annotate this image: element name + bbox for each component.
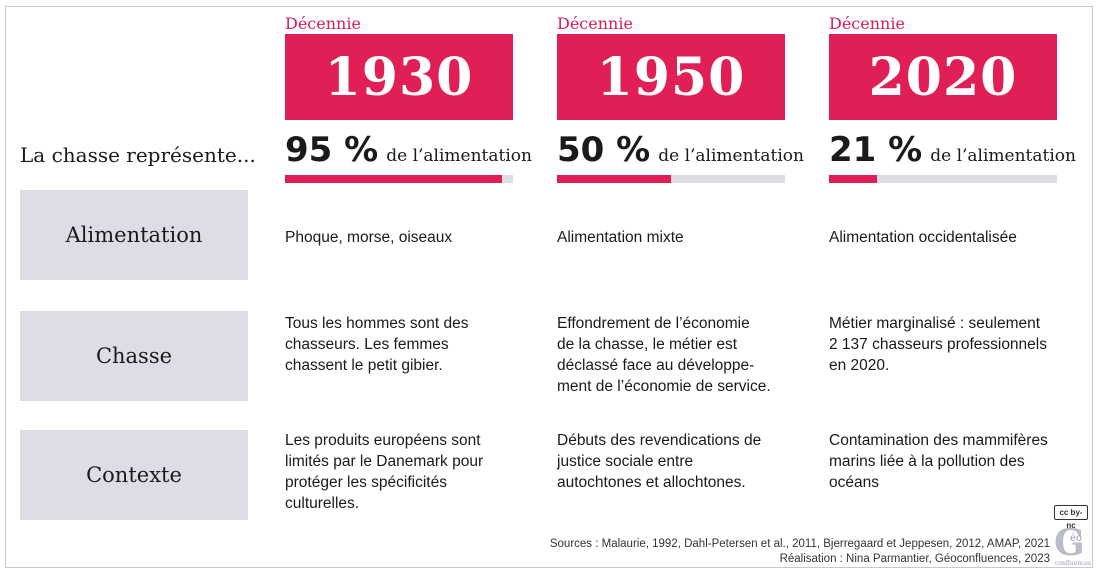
row-label-contexte: Contexte [20, 430, 248, 520]
cell-line: de la chasse, le métier est [557, 336, 738, 353]
hunting-share-bar-fill [557, 175, 671, 183]
decade-label: Décennie [829, 14, 905, 33]
geoconfluences-logo: G éo confluences [1054, 521, 1092, 567]
cell-alimentation-1930: Phoque, morse, oiseaux [285, 229, 453, 246]
cell-line: chassent le petit gibier. [285, 357, 443, 374]
cell-contexte-1930: Les produits européens sont limités par … [285, 430, 525, 514]
cell-alimentation-1950: Alimentation mixte [557, 229, 684, 246]
hunting-share-bar [285, 175, 513, 183]
decade-year-box: 2020 [829, 34, 1057, 120]
cell-line: autochtones et allochtones. [557, 474, 746, 491]
cell-line: Les produits européens sont [285, 432, 481, 449]
cell-line: 2 137 chasseurs professionnels [829, 336, 1047, 353]
hunting-share-suffix: de l’alimentation [386, 146, 532, 166]
cell-line: océans [829, 474, 879, 491]
decade-year-box: 1950 [557, 34, 785, 120]
cell-chasse-1930: Tous les hommes sont des chasseurs. Les … [285, 313, 525, 376]
cell-line: ment de l’économie de service. [557, 378, 771, 395]
decade-label: Décennie [557, 14, 633, 33]
cell-line: protéger les spécificités [285, 474, 447, 491]
cell-line: Tous les hommes sont des [285, 315, 469, 332]
decade-year-box: 1930 [285, 34, 513, 120]
row-label-chasse: Chasse [20, 311, 248, 401]
hunting-share-bar-fill [829, 175, 877, 183]
hunting-share-value: 50 % [557, 130, 651, 170]
decade-label: Décennie [285, 14, 361, 33]
cell-line: Débuts des revendications de [557, 432, 762, 449]
hunting-share-suffix: de l’alimentation [658, 146, 804, 166]
credits-realisation: Réalisation : Nina Parmantier, Géoconflu… [779, 553, 1050, 565]
cell-line: déclassé face au développe- [557, 357, 755, 374]
cell-chasse-2020: Métier marginalisé : seulement 2 137 cha… [829, 313, 1069, 376]
cell-contexte-2020: Contamination des mammifères marins liée… [829, 430, 1069, 493]
cell-line: en 2020. [829, 357, 890, 374]
hunting-share-line: 21 % de l’alimentation [829, 130, 1076, 170]
cell-chasse-1950: Effondrement de l’économie de la chasse,… [557, 313, 797, 397]
cell-line: culturelles. [285, 495, 360, 512]
hunting-share-suffix: de l’alimentation [930, 146, 1076, 166]
hunting-share-bar-fill [285, 175, 502, 183]
cell-line: limités par le Danemark pour [285, 453, 484, 470]
cell-line: Métier marginalisé : seulement [829, 315, 1041, 332]
hunting-share-value: 21 % [829, 130, 923, 170]
row-label-alimentation: Alimentation [20, 190, 248, 280]
hunting-share-bar [829, 175, 1057, 183]
cell-line: Effondrement de l’économie [557, 315, 750, 332]
cell-line: chasseurs. Les femmes [285, 336, 449, 353]
logo-letter: G [1054, 522, 1085, 564]
cell-alimentation-2020: Alimentation occidentalisée [829, 229, 1017, 246]
hunting-share-line: 95 % de l’alimentation [285, 130, 532, 170]
logo-small: éo [1070, 533, 1082, 544]
infographic-frame [5, 6, 1093, 568]
hunting-share-value: 95 % [285, 130, 379, 170]
cell-line: justice sociale entre [557, 453, 694, 470]
hunting-share-line: 50 % de l’alimentation [557, 130, 804, 170]
cell-line: marins liée à la pollution des [829, 453, 1025, 470]
logo-sub: confluences [1055, 560, 1092, 567]
credits: Sources : Malaurie, 1992, Dahl-Petersen … [550, 537, 1050, 567]
credits-sources: Sources : Malaurie, 1992, Dahl-Petersen … [549, 538, 1050, 550]
intro-text: La chasse représente... [20, 143, 256, 167]
cell-contexte-1950: Débuts des revendications de justice soc… [557, 430, 797, 493]
hunting-share-bar [557, 175, 785, 183]
cell-line: Contamination des mammifères [829, 432, 1048, 449]
license-badge-icon: cc by-nc [1054, 505, 1088, 530]
